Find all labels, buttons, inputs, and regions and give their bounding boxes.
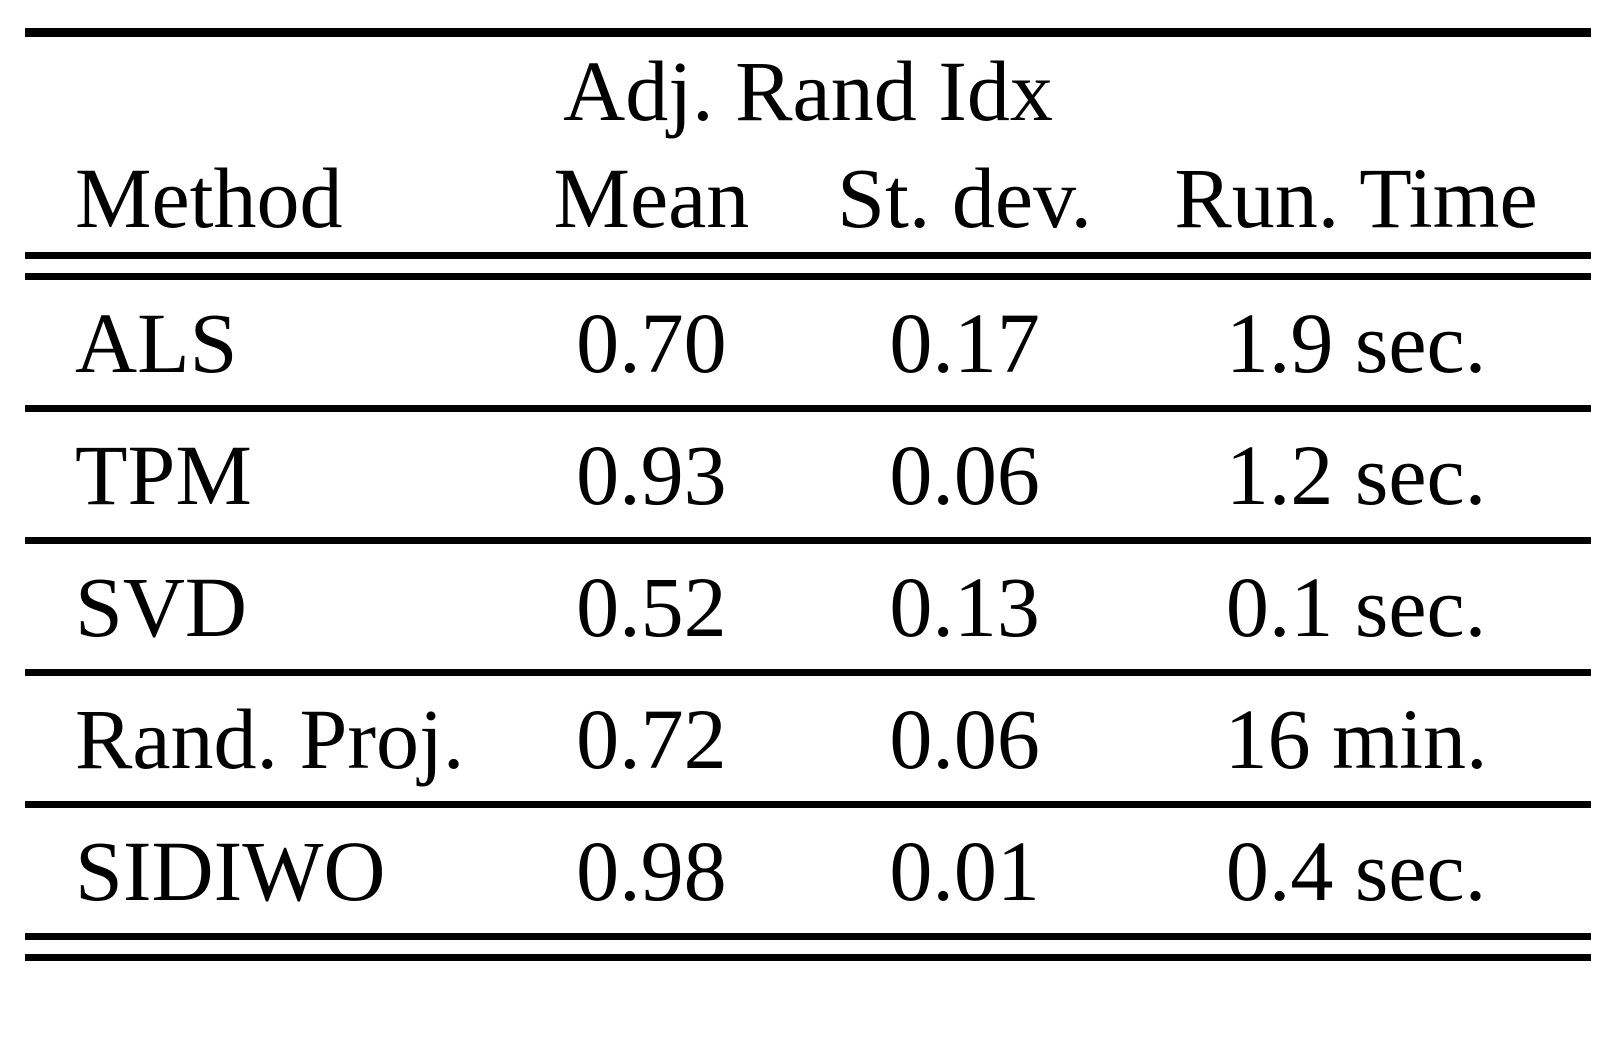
- method-cell: TPM: [75, 426, 252, 523]
- mean-cell: 0.98: [576, 822, 727, 919]
- results-table: Adj. Rand Idx Method Mean St. dev. Run. …: [25, 28, 1591, 961]
- col-header-stdev: St. dev.: [837, 150, 1092, 246]
- stdev-cell: 0.01: [889, 822, 1040, 919]
- header-separator-double-rule: [25, 252, 1591, 280]
- top-rule: [25, 28, 1591, 37]
- bottom-double-rule: [25, 933, 1591, 961]
- column-header-row: Method Mean St. dev. Run. Time: [25, 144, 1591, 252]
- runtime-cell: 0.1 sec.: [1225, 558, 1487, 655]
- col-header-runtime: Run. Time: [1174, 150, 1538, 246]
- row-separator-rule: [25, 537, 1591, 544]
- stdev-cell: 0.17: [889, 294, 1040, 391]
- table-row-als: ALS 0.70 0.17 1.9 sec.: [25, 280, 1591, 405]
- method-cell: SIDIWO: [75, 822, 386, 919]
- mean-cell: 0.70: [576, 294, 727, 391]
- stdev-cell: 0.13: [889, 558, 1040, 655]
- stdev-cell: 0.06: [889, 426, 1040, 523]
- table-row-svd: SVD 0.52 0.13 0.1 sec.: [25, 544, 1591, 669]
- spanning-header-row: Adj. Rand Idx: [25, 37, 1591, 144]
- runtime-cell: 0.4 sec.: [1225, 822, 1487, 919]
- mean-cell: 0.72: [576, 690, 727, 787]
- col-header-method: Method: [75, 150, 343, 246]
- mean-cell: 0.93: [576, 426, 727, 523]
- col-header-mean: Mean: [553, 150, 750, 246]
- mean-cell: 0.52: [576, 558, 727, 655]
- runtime-cell: 1.2 sec.: [1225, 426, 1487, 523]
- method-cell: ALS: [75, 294, 238, 391]
- row-separator-rule: [25, 801, 1591, 808]
- runtime-cell: 1.9 sec.: [1225, 294, 1487, 391]
- row-separator-rule: [25, 405, 1591, 412]
- span-header-adj-rand-idx: Adj. Rand Idx: [563, 42, 1053, 139]
- stdev-cell: 0.06: [889, 690, 1040, 787]
- method-cell: SVD: [75, 558, 248, 655]
- runtime-cell: 16 min.: [1224, 690, 1488, 787]
- table-row-sidiwo: SIDIWO 0.98 0.01 0.4 sec.: [25, 808, 1591, 933]
- table-row-tpm: TPM 0.93 0.06 1.2 sec.: [25, 412, 1591, 537]
- table-row-rand-proj: Rand. Proj. 0.72 0.06 16 min.: [25, 676, 1591, 801]
- method-cell: Rand. Proj.: [75, 690, 465, 787]
- row-separator-rule: [25, 669, 1591, 676]
